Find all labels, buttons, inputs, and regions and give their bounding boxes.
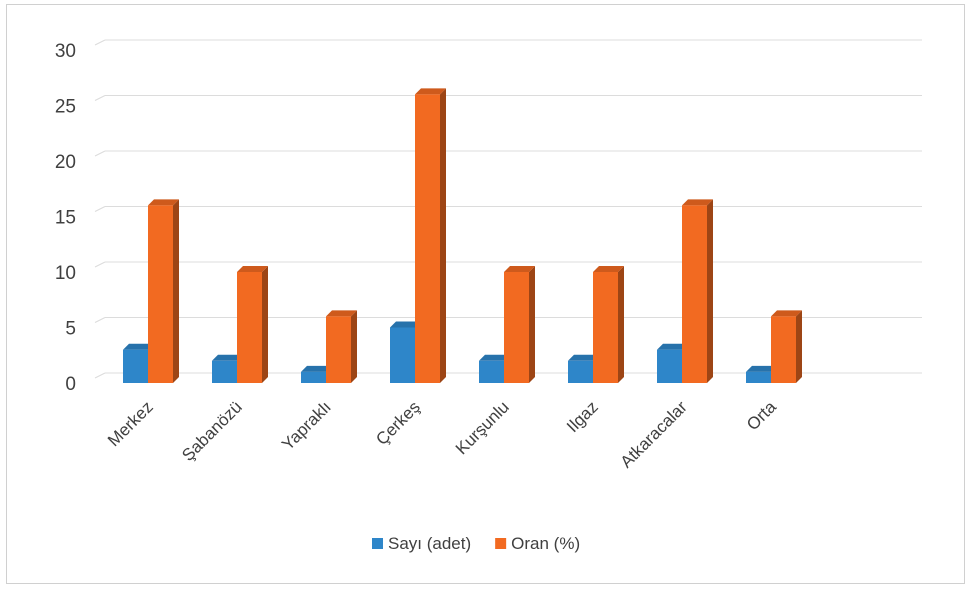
bar-top [568, 354, 599, 361]
bar-side [262, 266, 268, 383]
y-tick-label: 10 [55, 263, 76, 284]
bar-oran [415, 94, 440, 384]
y-tick-label: 0 [65, 374, 76, 395]
y-tick-label: 25 [55, 97, 76, 118]
x-tick-label: Atkaracalar [617, 397, 691, 471]
legend-label: Sayı (adet) [388, 534, 471, 553]
bar-side [618, 266, 624, 383]
bar-sayi [123, 349, 148, 383]
gridline-depth [94, 39, 106, 46]
bar-oran [504, 272, 529, 383]
x-tick-label: Kurşunlu [452, 397, 513, 458]
gridline-depth [94, 261, 106, 268]
bar-side [440, 88, 446, 384]
y-tick-label: 30 [55, 41, 76, 62]
y-tick-label: 5 [65, 319, 76, 340]
bar-oran [593, 272, 618, 383]
legend-label: Oran (%) [511, 534, 580, 553]
bar-side [173, 199, 179, 383]
bar-oran [326, 316, 351, 383]
bar-top [479, 354, 510, 361]
bar-side [707, 199, 713, 383]
legend-swatch [372, 538, 383, 549]
bar-top [682, 199, 713, 206]
bar-side [796, 310, 802, 383]
y-tick-label: 20 [55, 152, 76, 173]
bar-sayi [568, 360, 593, 383]
legend: Sayı (adet) Oran (%) [372, 534, 580, 553]
y-axis: 0 5 10 15 20 25 30 [55, 41, 76, 395]
bar-top [123, 343, 154, 350]
gridline-depth [94, 95, 106, 101]
bar-sayi [746, 371, 771, 383]
x-tick-label: Şabanözü [178, 397, 246, 465]
gridline-depth [94, 206, 106, 212]
bar-top [657, 343, 688, 350]
bar-sayi [212, 360, 237, 383]
bar-top [212, 354, 243, 361]
bar-sayi [657, 349, 682, 383]
bar-oran [771, 316, 796, 383]
bar-top [415, 88, 446, 95]
bar-side [351, 310, 357, 383]
bar-top [746, 365, 777, 372]
bar-oran [148, 205, 173, 383]
x-tick-label: Ilgaz [563, 397, 602, 436]
y-tick-label: 15 [55, 208, 76, 229]
x-tick-label: Orta [743, 397, 780, 434]
bar-top [326, 310, 357, 317]
bar-sayi [301, 371, 326, 383]
bar-side [529, 266, 535, 383]
bar-top [390, 321, 421, 328]
bar-top [504, 266, 535, 272]
x-tick-label: Çerkeş [372, 397, 424, 449]
bar-top [593, 266, 624, 272]
gridline-depth [94, 317, 106, 323]
gridline-depth [94, 150, 106, 157]
legend-swatch [495, 538, 507, 549]
bar-oran [237, 272, 262, 383]
gridline-depth [94, 372, 106, 379]
x-tick-label: Merkez [104, 397, 157, 450]
x-tick-label: Yapraklı [278, 397, 335, 454]
bar-top [148, 199, 179, 206]
bar-sayi [479, 360, 504, 383]
bar-top [237, 266, 268, 272]
bar-sayi [390, 327, 415, 383]
x-axis: Merkez Şabanözü Yapraklı Çerkeş Kurşunlu Ilga… [104, 397, 780, 472]
bar-top [301, 365, 332, 372]
bars [123, 88, 802, 384]
bar-oran [682, 205, 707, 383]
bar-top [771, 310, 802, 317]
